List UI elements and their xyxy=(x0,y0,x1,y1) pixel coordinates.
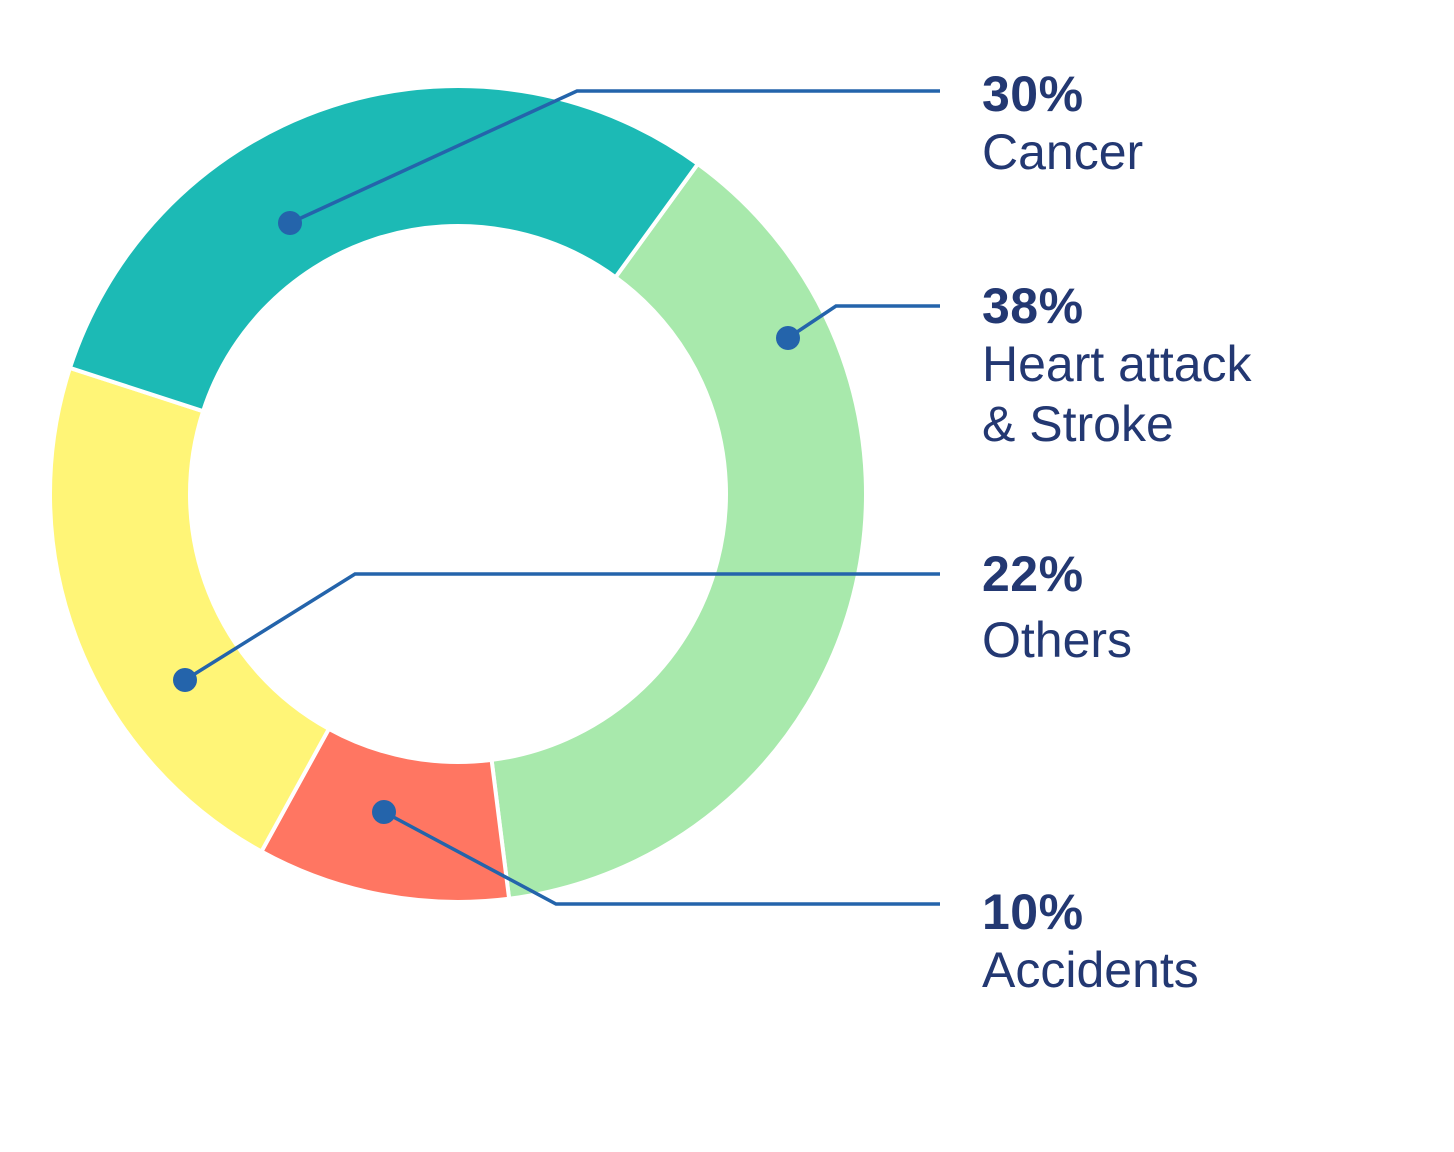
leader-heart-attack-stroke xyxy=(776,304,940,350)
leader-line xyxy=(184,572,940,682)
label-others: 22% Others xyxy=(982,546,1132,670)
label-percent: 38% xyxy=(982,278,1084,334)
label-percent: 10% xyxy=(982,884,1084,940)
leader-line xyxy=(383,810,940,906)
label-category: Others xyxy=(982,612,1133,668)
leader-dot-icon xyxy=(278,211,302,235)
leader-cancer xyxy=(278,89,940,235)
donut-segments xyxy=(48,84,868,904)
label-category: Cancer xyxy=(982,124,1144,180)
label-percent: 30% xyxy=(982,66,1084,122)
label-category: Heart attack & Stroke xyxy=(982,336,1252,452)
label-category: Accidents xyxy=(982,942,1199,998)
leader-line xyxy=(289,89,940,225)
segment-heart-attack-stroke xyxy=(489,161,868,902)
label-accidents: 10% Accidents xyxy=(982,884,1199,1000)
leader-dot-icon xyxy=(776,326,800,350)
leader-dot-icon xyxy=(173,668,197,692)
leader-line xyxy=(787,304,940,340)
label-heart-attack-stroke: 38% Heart attack & Stroke xyxy=(982,278,1252,454)
leader-dot-icon xyxy=(372,800,396,824)
label-cancer: 30% Cancer xyxy=(982,66,1143,182)
segment-cancer xyxy=(67,84,701,414)
segment-others xyxy=(48,365,332,855)
leader-lines xyxy=(173,89,940,906)
leader-others xyxy=(173,572,940,692)
label-percent: 22% xyxy=(982,546,1084,602)
leader-accidents xyxy=(372,800,940,906)
